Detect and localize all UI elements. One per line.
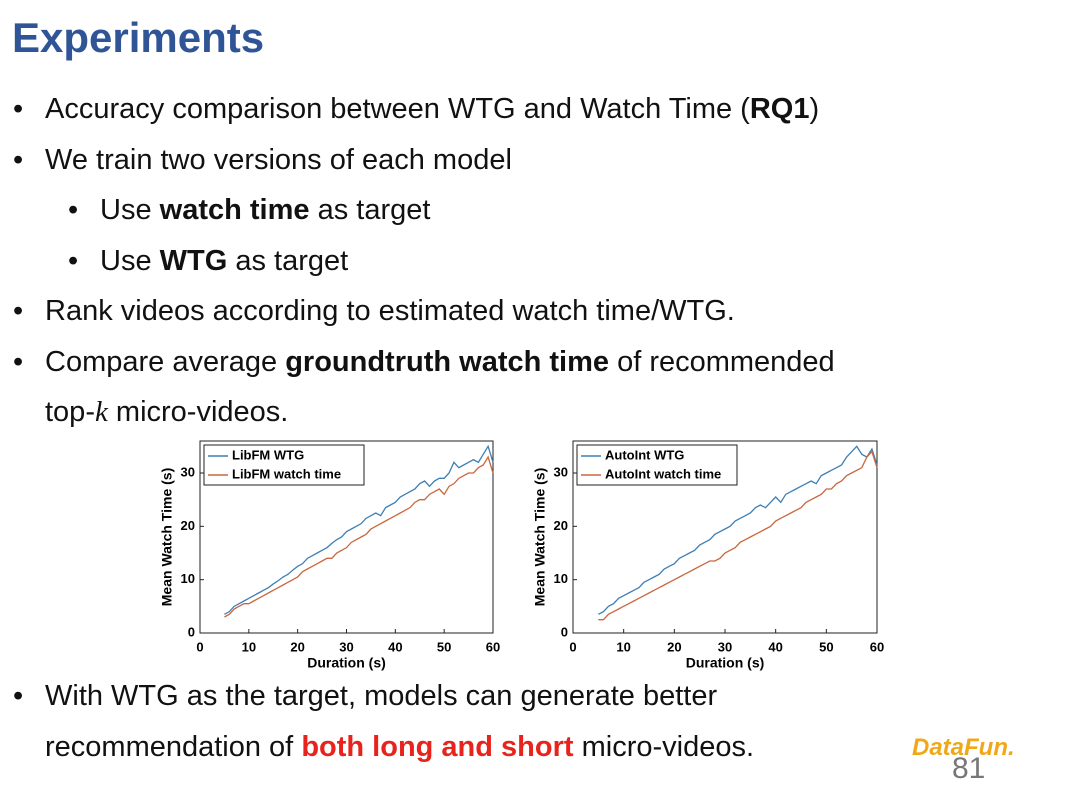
bullet-text: recommendation of (45, 730, 302, 763)
bullet-line: • Use WTG as target (0, 236, 835, 287)
bullet-dot: • (13, 345, 24, 378)
x-tick-label: 0 (569, 639, 576, 654)
bullet-line: • Compare average groundtruth watch time … (0, 337, 835, 388)
legend-box (203, 444, 365, 486)
bullet-text: as target (309, 194, 431, 226)
bullet-text: k (94, 396, 108, 428)
conclusion-list: • With WTG as the target, models can gene… (0, 671, 754, 772)
series-line (224, 455, 494, 618)
bullet-line: top-k micro-videos. (0, 387, 835, 438)
legend-label: AutoInt WTG (605, 447, 684, 462)
logo: DataFun. (912, 734, 1015, 761)
series-line (224, 444, 494, 615)
page-number: 81 (952, 752, 986, 785)
y-tick-label: 30 (181, 464, 195, 479)
y-axis-label: Mean Watch Time (s) (159, 468, 175, 606)
legend-label: LibFM watch time (232, 466, 341, 481)
bullet-text: both long and short (301, 730, 574, 763)
x-tick-label: 40 (768, 639, 782, 654)
bullet-text: Compare average (45, 345, 286, 378)
x-tick-label: 20 (667, 639, 681, 654)
x-axis-label: Duration (s) (686, 655, 765, 671)
bullet-text: Accuracy comparison between WTG and Watc… (45, 93, 750, 125)
x-axis-label: Duration (s) (307, 655, 386, 671)
x-tick-label: 20 (290, 639, 304, 654)
bullet-text: ) (809, 93, 820, 125)
y-tick-label: 20 (181, 518, 195, 533)
bullet-text: RQ1 (749, 93, 810, 125)
bullet-text: micro-videos. (107, 396, 289, 428)
x-tick-label: 40 (388, 639, 402, 654)
y-tick-label: 0 (188, 624, 195, 639)
bullet-text: WTG (159, 244, 228, 277)
bullet-dot: • (13, 143, 24, 176)
x-tick-label: 30 (718, 639, 732, 654)
bullet-line: • With WTG as the target, models can gene… (0, 671, 754, 722)
bullet-line: • We train two versions of each model (0, 135, 835, 186)
slide-title: Experiments (12, 14, 265, 61)
series-line (598, 445, 878, 615)
bullet-dot: • (13, 680, 24, 712)
series-line (598, 450, 878, 621)
y-tick-label: 10 (181, 571, 195, 586)
x-tick-label: 50 (437, 639, 451, 654)
y-tick-label: 10 (554, 571, 568, 586)
y-tick-label: 30 (554, 464, 568, 479)
bullet-dot: • (68, 194, 79, 226)
legend-label: AutoInt watch time (605, 466, 721, 481)
bullet-text: With WTG as the target, models can gener… (45, 680, 718, 712)
bullet-list: • Accuracy comparison between WTG and Wat… (0, 84, 835, 438)
bullet-text: Use (100, 244, 160, 277)
legend-label: LibFM WTG (232, 447, 304, 462)
bullet-text: of recommended (609, 345, 835, 378)
bullet-line: • Use watch time as target (0, 185, 835, 236)
x-tick-label: 10 (616, 639, 630, 654)
y-tick-label: 0 (561, 624, 568, 639)
y-tick-label: 20 (554, 518, 568, 533)
bullet-text: micro-videos. (573, 730, 755, 763)
bullet-dot: • (13, 93, 24, 125)
bullet-text: We train two versions of each model (45, 143, 512, 176)
bullet-text: as target (227, 244, 349, 277)
x-tick-label: 60 (870, 639, 884, 654)
bullet-text: top- (45, 396, 95, 428)
bullet-text: Use (100, 194, 160, 226)
x-tick-label: 60 (486, 639, 500, 654)
x-tick-label: 30 (339, 639, 353, 654)
bullet-dot: • (13, 295, 24, 327)
bullet-text: Rank videos according to estimated watch… (45, 295, 735, 327)
bullet-line: recommendation of both long and short mi… (0, 722, 754, 773)
bullet-text: groundtruth watch time (285, 345, 610, 378)
legend-box (576, 444, 738, 486)
x-tick-label: 0 (196, 639, 203, 654)
x-tick-label: 10 (242, 639, 256, 654)
y-axis-label: Mean Watch Time (s) (532, 468, 548, 606)
bullet-line: • Rank videos according to estimated watc… (0, 286, 835, 337)
bullet-line: • Accuracy comparison between WTG and Wat… (0, 84, 835, 135)
bullet-dot: • (68, 244, 79, 277)
x-tick-label: 50 (819, 639, 833, 654)
bullet-text: watch time (159, 194, 310, 226)
